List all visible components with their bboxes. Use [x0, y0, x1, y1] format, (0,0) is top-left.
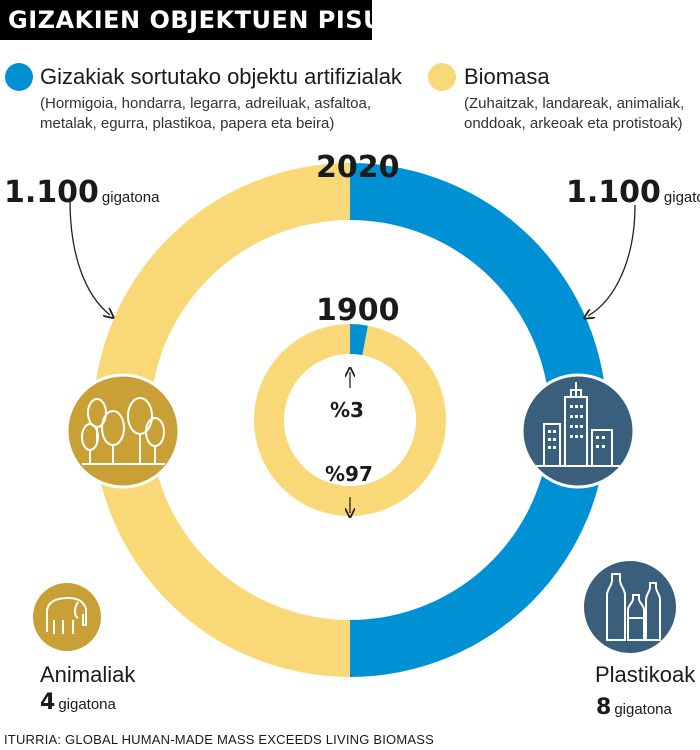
source-note: ITURRIA: GLOBAL HUMAN-MADE MASS EXCEEDS … [4, 732, 435, 747]
legend-artificial-swatch [5, 63, 33, 91]
biomass-2020-number: 1.100 [4, 175, 99, 210]
pct-biomass-1900: %97 [325, 462, 373, 486]
year-2020-label: 2020 [316, 150, 400, 185]
donut-2020-slice-1 [93, 163, 350, 677]
animals-value: 4 gigatona [40, 690, 116, 715]
arrow-left [69, 199, 110, 315]
biomass-2020-unit: gigatona [101, 189, 160, 206]
legend-artificial-desc-1: (Hormigoia, hondarra, legarra, adreiluak… [40, 95, 372, 112]
donut-1900-slice-0 [350, 324, 368, 356]
plastics-label: Plastikoak [595, 662, 696, 687]
donut-1900-slice-1 [254, 324, 447, 516]
plastics-value: 8 gigatona [596, 695, 672, 720]
pct-artificial-1900: %3 [330, 398, 364, 422]
legend-artificial-desc-2: metalak, egurra, plastikoa, papera eta b… [40, 115, 335, 132]
buildings-icon [520, 373, 636, 489]
legend-artificial-label: Gizakiak sortutako objektu artifizialak [40, 64, 402, 89]
plastics-unit: gigatona [614, 701, 672, 718]
legend-biomass-desc-2: onddoak, arkeoak eta protistoak) [464, 115, 683, 132]
artificial-2020-unit: gigatona [663, 189, 700, 206]
outer-donut-2020 [93, 163, 607, 677]
artificial-2020-number: 1.100 [566, 175, 661, 210]
animals-label: Animaliak [40, 662, 136, 687]
donut-2020-slice-0 [350, 163, 607, 677]
animals-number: 4 [40, 690, 56, 715]
legend-biomass-desc-1: (Zuhaitzak, landareak, animaliak, [464, 95, 685, 112]
arrow-right [588, 204, 636, 316]
trees-icon [65, 373, 181, 489]
biomass-2020-value: 1.100 gigatona [4, 175, 159, 210]
legend-biomass-label: Biomasa [464, 64, 550, 89]
inner-donut-1900 [254, 324, 447, 516]
animals-unit: gigatona [58, 696, 116, 713]
plastics-number: 8 [596, 695, 612, 720]
elephant-icon [33, 583, 101, 651]
legend-biomass-swatch [428, 63, 456, 91]
page-title: GIZAKIEN OBJEKTUEN PISUA [0, 0, 401, 40]
year-1900-label: 1900 [316, 293, 400, 328]
bottles-icon [584, 561, 676, 653]
